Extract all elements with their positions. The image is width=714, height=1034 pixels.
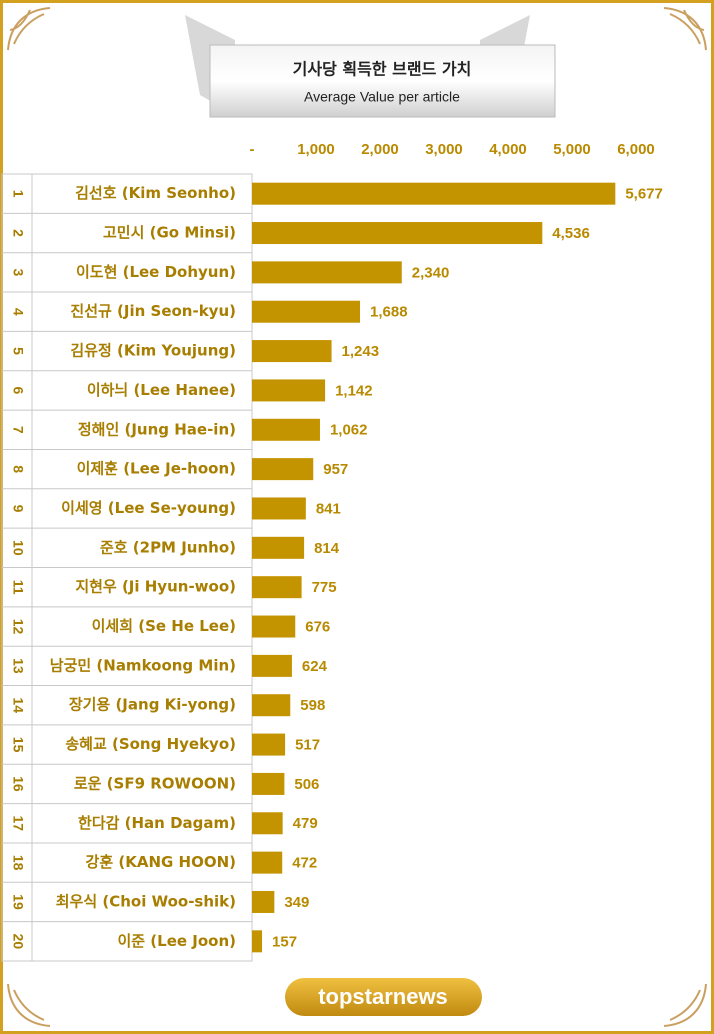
rank-label: 14 — [10, 697, 26, 713]
bar — [252, 458, 314, 481]
chart-subtitle: Average Value per article — [304, 89, 460, 105]
rank-label: 15 — [10, 737, 26, 753]
value-label: 2,340 — [412, 264, 450, 281]
category-label: 이하늬 (Lee Hanee) — [87, 381, 236, 399]
category-label: 최우식 (Choi Woo-shik) — [56, 892, 236, 910]
rank-label: 19 — [10, 894, 26, 910]
value-label: 479 — [293, 815, 318, 832]
logo-pill — [285, 978, 482, 1016]
category-label: 송혜교 (Song Hyekyo) — [65, 735, 236, 753]
value-label: 676 — [305, 618, 330, 635]
category-label: 남궁민 (Namkoong Min) — [50, 656, 236, 674]
bar — [252, 340, 332, 363]
value-label: 1,062 — [330, 422, 368, 439]
bar — [252, 733, 286, 756]
value-label: 775 — [312, 579, 337, 596]
rank-label: 6 — [10, 387, 26, 395]
rank-label: 11 — [10, 580, 26, 595]
category-label: 이도현 (Lee Dohyun) — [76, 263, 236, 281]
bar — [252, 930, 263, 953]
rank-label: 1 — [10, 190, 26, 198]
bar — [252, 261, 402, 284]
value-label: 814 — [314, 540, 340, 557]
rank-label: 16 — [10, 776, 26, 792]
category-label: 이세영 (Lee Se-young) — [61, 499, 236, 517]
category-label: 이제훈 (Lee Je-hoon) — [77, 460, 236, 478]
value-label: 4,536 — [552, 225, 590, 242]
value-label: 506 — [294, 776, 319, 793]
category-label: 이준 (Lee Joon) — [117, 932, 236, 950]
x-tick-label: 3,000 — [425, 141, 463, 158]
x-tick-label: 6,000 — [617, 141, 655, 158]
rank-label: 9 — [10, 505, 26, 513]
category-label: 진선규 (Jin Seon-kyu) — [70, 302, 236, 320]
bar — [252, 694, 291, 717]
x-tick-label: 1,000 — [297, 141, 335, 158]
category-label: 강훈 (KANG HOON) — [86, 853, 236, 871]
bar — [252, 851, 283, 874]
chart-title: 기사당 획득한 브랜드 가치 — [293, 60, 472, 79]
category-label: 김유정 (Kim Youjung) — [70, 342, 236, 360]
rank-label: 17 — [10, 815, 26, 831]
bar — [252, 300, 361, 323]
value-label: 957 — [323, 461, 348, 478]
bar — [252, 576, 302, 599]
category-label: 한다감 (Han Dagam) — [78, 814, 236, 832]
corner-ornaments — [7, 7, 707, 1027]
rank-label: 2 — [10, 229, 26, 237]
category-label: 이세희 (Se He Lee) — [92, 617, 236, 635]
category-label: 김선호 (Kim Seonho) — [75, 184, 236, 202]
value-label: 5,677 — [625, 186, 663, 203]
bar — [252, 182, 616, 205]
rank-label: 3 — [10, 268, 26, 276]
category-label: 준호 (2PM Junho) — [100, 538, 236, 556]
value-label: 1,243 — [342, 343, 380, 360]
bar — [252, 222, 543, 245]
bar — [252, 812, 283, 835]
value-label: 517 — [295, 737, 320, 754]
rank-label: 7 — [10, 426, 26, 434]
rank-label: 18 — [10, 855, 26, 871]
rank-label: 4 — [10, 308, 26, 316]
title-banner — [185, 15, 556, 118]
category-label: 정해인 (Jung Hae-in) — [78, 420, 236, 438]
value-label: 349 — [284, 894, 309, 911]
bar — [252, 379, 326, 402]
bar — [252, 654, 292, 677]
bar — [252, 418, 320, 441]
value-label: 1,142 — [335, 382, 373, 399]
category-label: 고민시 (Go Minsi) — [103, 224, 236, 242]
bar — [252, 890, 275, 913]
category-label: 로운 (SF9 ROWOON) — [74, 774, 236, 792]
value-label: 157 — [272, 933, 297, 950]
logo: topstarnews — [318, 984, 448, 1009]
category-label: 지현우 (Ji Hyun-woo) — [75, 578, 236, 596]
rank-label: 5 — [10, 347, 26, 355]
bar — [252, 497, 306, 520]
x-tick-label: - — [250, 141, 255, 158]
rank-label: 13 — [10, 658, 26, 674]
value-label: 841 — [316, 500, 341, 517]
value-label: 472 — [292, 855, 317, 872]
bar — [252, 536, 305, 559]
bar — [252, 615, 296, 638]
rank-label: 20 — [10, 934, 26, 950]
x-tick-label: 5,000 — [553, 141, 591, 158]
x-tick-label: 2,000 — [361, 141, 399, 158]
value-label: 598 — [300, 697, 325, 714]
rank-label: 12 — [10, 619, 26, 635]
bar — [252, 772, 285, 795]
rank-label: 8 — [10, 465, 26, 473]
value-label: 624 — [302, 658, 328, 675]
x-tick-label: 4,000 — [489, 141, 527, 158]
category-label: 장기용 (Jang Ki-yong) — [69, 696, 236, 714]
value-label: 1,688 — [370, 304, 408, 321]
rank-label: 10 — [10, 540, 26, 556]
